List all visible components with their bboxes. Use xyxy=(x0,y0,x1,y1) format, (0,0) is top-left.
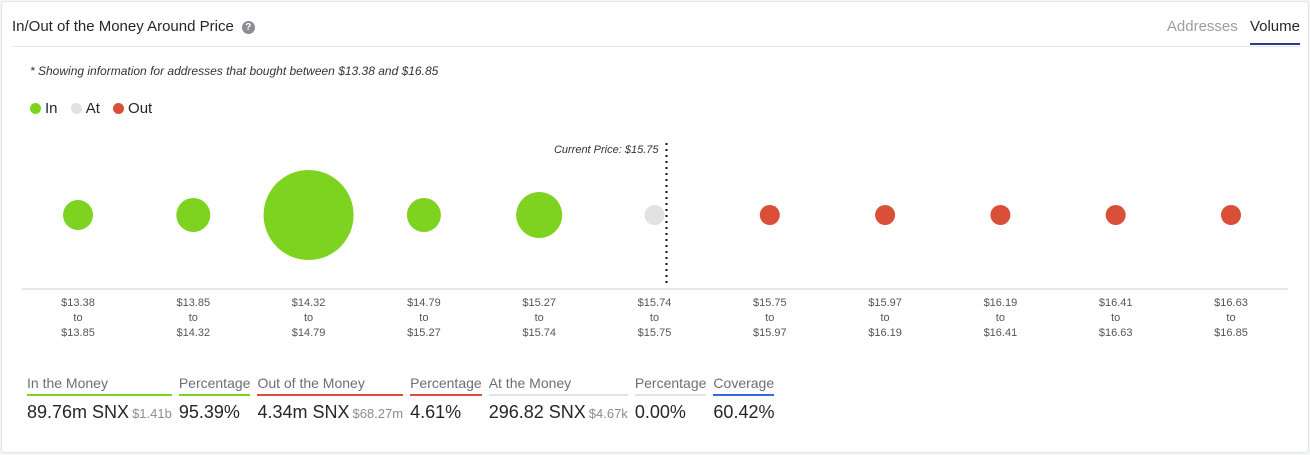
stat-1: Percentage 95.39% xyxy=(178,375,251,423)
x-tick-label: $16.85 xyxy=(1214,327,1248,339)
x-tick-label: $13.85 xyxy=(176,297,210,309)
x-tick-label: to xyxy=(881,312,890,324)
legend-in[interactable]: In xyxy=(30,100,58,117)
stat-usd-value: $1.41b xyxy=(132,406,172,421)
x-tick-label: $13.85 xyxy=(61,327,95,339)
x-tick-label: $14.79 xyxy=(407,297,441,309)
tab-volume[interactable]: Volume xyxy=(1249,18,1300,45)
x-tick-label: $15.27 xyxy=(522,297,556,309)
stat-4: At the Money 296.82 SNX $4.67k xyxy=(488,375,628,423)
bubble-in[interactable] xyxy=(263,170,354,260)
stat-value: 296.82 SNX $4.67k xyxy=(488,402,628,422)
in-dot-icon xyxy=(30,103,41,114)
x-tick-label: to xyxy=(765,312,774,324)
x-tick-label: $15.97 xyxy=(753,327,787,339)
stat-5: Percentage 0.00% xyxy=(634,375,707,423)
tab-addresses[interactable]: Addresses xyxy=(1166,18,1238,35)
out-dot-icon xyxy=(113,103,125,114)
bubble-out[interactable] xyxy=(1221,205,1241,225)
view-tabs: Addresses Volume xyxy=(1159,18,1300,45)
at-dot-icon xyxy=(70,103,82,114)
x-tick-label: to xyxy=(419,312,428,324)
x-tick-label: to xyxy=(304,312,313,324)
bubble-in[interactable] xyxy=(62,199,94,231)
x-tick-label: $15.74 xyxy=(522,327,556,339)
x-tick-label: to xyxy=(650,312,659,324)
stat-3: Percentage 4.61% xyxy=(410,375,482,423)
x-tick-label: to xyxy=(73,312,82,324)
x-tick-label: $16.41 xyxy=(984,327,1018,339)
stat-value: 4.61% xyxy=(410,402,462,422)
bubble-out[interactable] xyxy=(990,205,1011,225)
x-tick-label: to xyxy=(1111,312,1120,324)
x-tick-label: $15.75 xyxy=(638,327,672,339)
stat-label: Percentage xyxy=(178,375,251,396)
card-title: In/Out of the Money Around Price? xyxy=(12,18,255,35)
x-tick-label: $16.63 xyxy=(1099,327,1133,339)
stat-6: Coverage 60.42% xyxy=(713,375,775,423)
question-circle-icon[interactable]: ? xyxy=(241,21,255,34)
stat-usd-value: $4.67k xyxy=(588,406,628,421)
x-tick-label: $13.38 xyxy=(61,297,95,309)
legend-in-label: In xyxy=(45,100,58,117)
stat-label: Coverage xyxy=(713,375,775,396)
stat-label: Percentage xyxy=(410,375,482,396)
bubble-in[interactable] xyxy=(406,197,441,233)
stat-value: 95.39% xyxy=(178,402,240,422)
x-tick-label: $15.75 xyxy=(753,297,787,309)
stat-usd-value: $68.27m xyxy=(352,406,404,421)
x-tick-label: $15.74 xyxy=(638,297,672,309)
stat-2: Out of the Money 4.34m SNX $68.27m xyxy=(257,375,404,423)
stat-label: In the Money xyxy=(27,375,172,396)
stat-label: Out of the Money xyxy=(257,375,404,396)
x-tick-label: $16.19 xyxy=(868,327,902,339)
x-tick-label: to xyxy=(535,312,544,324)
x-tick-label: $14.79 xyxy=(292,327,326,339)
x-tick-label: to xyxy=(189,312,198,324)
stat-value: 60.42% xyxy=(713,402,775,422)
stat-value: 4.34m SNX $68.27m xyxy=(257,402,404,422)
stat-label: Percentage xyxy=(634,375,707,396)
legend-out[interactable]: Out xyxy=(113,100,152,117)
legend-out-label: Out xyxy=(128,100,153,117)
stat-value: 89.76m SNX $1.41b xyxy=(27,402,172,422)
x-tick-label: $14.32 xyxy=(292,297,326,309)
divider xyxy=(12,46,1300,47)
bubble-out[interactable] xyxy=(875,205,896,225)
current-price-label: Current Price: $15.75 xyxy=(554,144,659,156)
legend-at[interactable]: At xyxy=(70,100,100,117)
stat-value: 0.00% xyxy=(634,402,686,422)
x-tick-label: $16.19 xyxy=(984,297,1018,309)
title-text: In/Out of the Money Around Price xyxy=(12,18,234,35)
bubble-at[interactable] xyxy=(644,205,665,225)
stat-label: At the Money xyxy=(488,375,628,396)
summary-stats: In the Money 89.76m SNX $1.41b Percentage 95… xyxy=(27,375,781,423)
bubble-in[interactable] xyxy=(176,197,211,233)
stat-0: In the Money 89.76m SNX $1.41b xyxy=(27,375,172,423)
bubble-out[interactable] xyxy=(759,205,780,225)
chart-legend: In At Out xyxy=(30,100,161,117)
x-tick-label: $15.97 xyxy=(868,297,902,309)
range-note: * Showing information for addresses that… xyxy=(30,64,439,78)
bubble-out[interactable] xyxy=(1105,205,1126,225)
x-tick-label: $14.32 xyxy=(176,327,210,339)
x-tick-label: to xyxy=(1226,312,1235,324)
x-tick-label: $16.41 xyxy=(1099,297,1133,309)
x-tick-label: $16.63 xyxy=(1214,297,1248,309)
x-tick-label: $15.27 xyxy=(407,327,441,339)
bubble-in[interactable] xyxy=(516,191,563,239)
x-tick-label: to xyxy=(996,312,1005,324)
legend-at-label: At xyxy=(85,100,100,117)
